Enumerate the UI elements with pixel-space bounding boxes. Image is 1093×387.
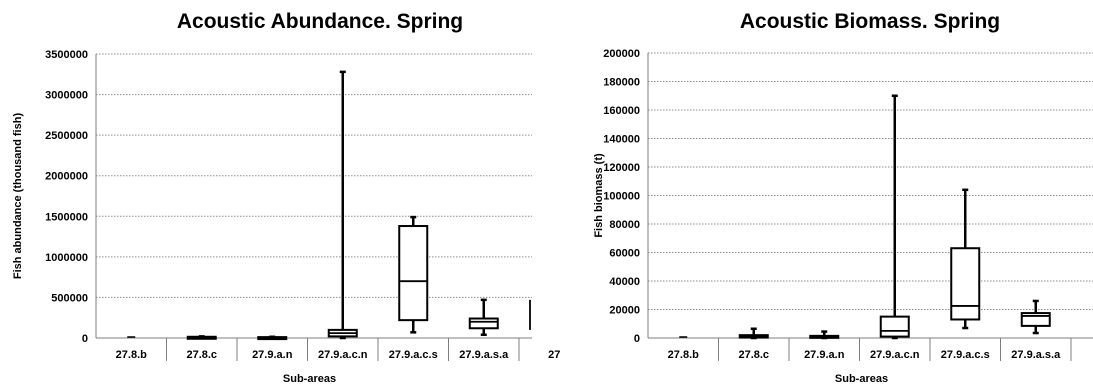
y-tick-label: 500000 [51, 292, 88, 304]
y-tick-label: 3000000 [45, 90, 88, 102]
y-tick-label: 80000 [609, 219, 640, 231]
x-tick-label: 27 [548, 349, 560, 361]
abundance-chart: Acoustic Abundance. Spring 0 500000 1000000… [12, 10, 560, 385]
chart-title: Acoustic Biomass. Spring [740, 10, 1000, 33]
y-tick-label: 120000 [603, 162, 640, 174]
y-tick-label: 200000 [603, 48, 640, 60]
y-tick-label: 1000000 [45, 252, 88, 264]
x-axis-label: Sub-areas [835, 373, 888, 385]
y-tick-label: 2000000 [45, 171, 88, 183]
y-tick-label: 100000 [603, 191, 640, 203]
x-tick-label: 27.9.a.c.n [318, 349, 368, 361]
x-tick-label: 27.8.b [668, 349, 699, 361]
x-tick-label: 27.8.c [186, 349, 217, 361]
x-axis-label: Sub-areas [283, 373, 336, 385]
x-tick-label: 27.8.c [738, 349, 769, 361]
y-axis-label: Fish abundance (thousand fish) [12, 113, 24, 280]
box-iqr [468, 317, 499, 330]
x-tick-label: 27.9.a.n [252, 349, 293, 361]
y-tick-label: 160000 [603, 105, 640, 117]
x-tick-label: 27.9.a.s.a [1011, 349, 1061, 361]
y-tick-label: 20000 [609, 305, 640, 317]
y-tick-label: 0 [82, 333, 88, 345]
x-tick-label: 27.9.a.s.a [459, 349, 509, 361]
box-iqr [1020, 312, 1051, 327]
y-tick-label: 0 [634, 333, 640, 345]
x-tick-label: 27.9.a.c.n [870, 349, 920, 361]
y-tick-label: 180000 [603, 77, 640, 89]
y-tick-label: 2500000 [45, 130, 88, 142]
y-tick-label: 60000 [609, 248, 640, 260]
y-axis-label: Fish biomass (t) [593, 153, 605, 238]
x-tick-label: 27.8.b [116, 349, 147, 361]
y-tick-label: 1500000 [45, 211, 88, 223]
x-tick-label: 27.9.a.c.s [941, 349, 990, 361]
box-iqr [398, 225, 429, 322]
x-tick-label: 27.9.a.c.s [389, 349, 438, 361]
box-iqr [879, 315, 910, 338]
box-iqr [950, 247, 981, 321]
y-tick-label: 3500000 [45, 49, 88, 61]
chart-title: Acoustic Abundance. Spring [177, 10, 463, 33]
x-tick-label: 27.9.a.n [804, 349, 845, 361]
y-tick-label: 40000 [609, 276, 640, 288]
y-tick-label: 140000 [603, 134, 640, 146]
biomass-chart: Acoustic Biomass. Spring 0 20000 40000 60000… [593, 10, 1093, 385]
